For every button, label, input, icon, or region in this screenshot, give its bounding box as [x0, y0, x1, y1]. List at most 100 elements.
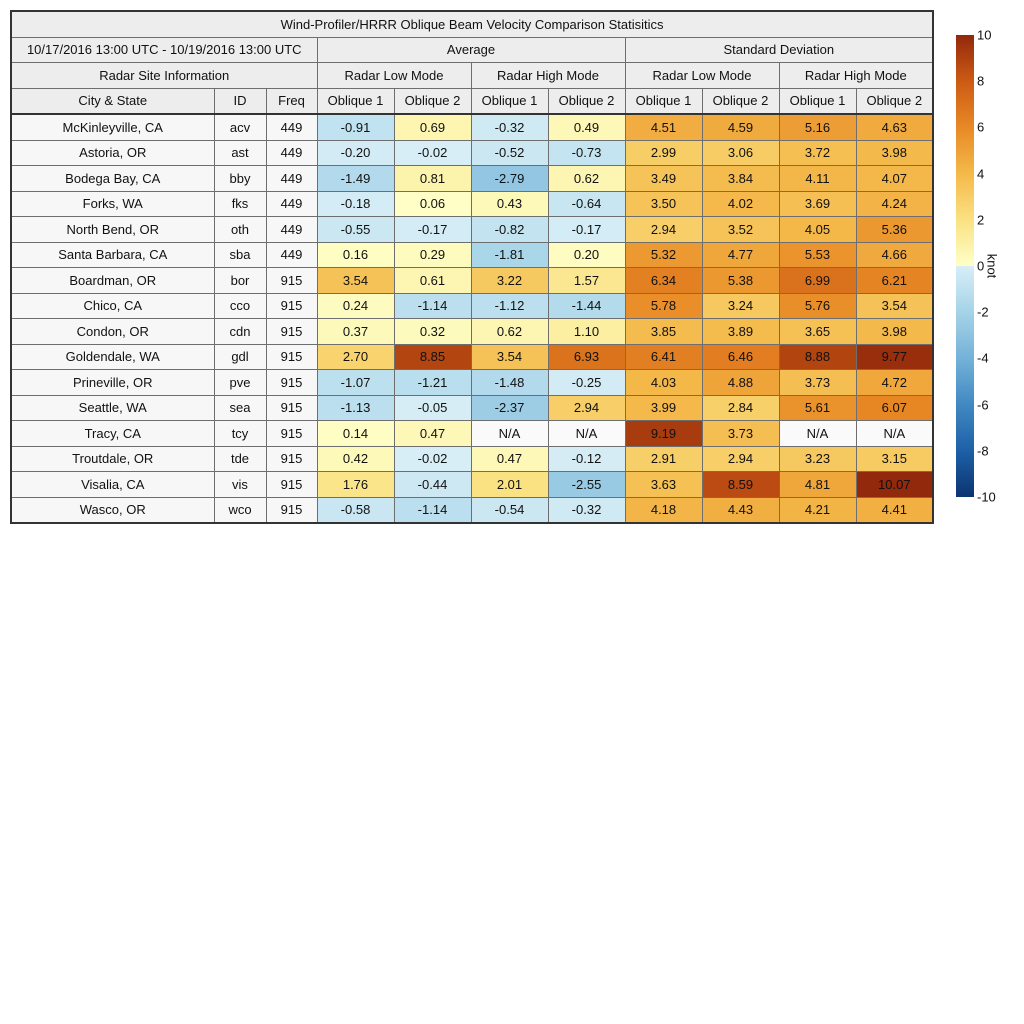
city-cell: Wasco, OR [10, 496, 215, 524]
site-id-cell: bby [213, 165, 267, 192]
value-cell: -0.02 [393, 139, 472, 166]
freq-cell: 449 [265, 241, 318, 268]
city-cell: Troutdale, OR [10, 445, 215, 472]
table-row: Astoria, OR ast 449 -0.20 -0.02 -0.52 -0.73 2.9… [10, 139, 934, 166]
value-cell: 4.07 [855, 165, 934, 192]
value-cell: 1.76 [316, 471, 395, 498]
value-cell: 2.94 [701, 445, 780, 472]
city-cell: Astoria, OR [10, 139, 215, 166]
freq-cell: 915 [265, 420, 318, 447]
value-cell: 0.47 [470, 445, 549, 472]
value-cell: -1.12 [470, 292, 549, 319]
id-header: ID [213, 87, 267, 115]
city-cell: Visalia, CA [10, 471, 215, 498]
value-cell: 2.94 [547, 394, 626, 421]
value-cell: 9.77 [855, 343, 934, 370]
value-cell: 3.73 [778, 369, 857, 396]
city-cell: Santa Barbara, CA [10, 241, 215, 268]
value-cell: 2.91 [624, 445, 703, 472]
value-cell: 4.88 [701, 369, 780, 396]
oblique1-header: Oblique 1 [624, 87, 703, 115]
mode-header-row: Radar Site Information Radar Low Mode Ra… [10, 62, 934, 89]
site-id-cell: tde [213, 445, 267, 472]
value-cell: 0.06 [393, 190, 472, 217]
value-cell: 6.07 [855, 394, 934, 421]
value-cell: 6.21 [855, 267, 934, 294]
site-id-cell: bor [213, 267, 267, 294]
value-cell: 3.63 [624, 471, 703, 498]
value-cell: 4.03 [624, 369, 703, 396]
column-header-row: City & State ID Freq Oblique 1 Oblique 2… [10, 87, 934, 115]
site-id-cell: cco [213, 292, 267, 319]
colorbar-tick-label: 10 [977, 27, 992, 43]
freq-cell: 449 [265, 139, 318, 166]
value-cell: -2.55 [547, 471, 626, 498]
colorbar-tick-label: -10 [977, 489, 996, 505]
value-cell: -1.07 [316, 369, 395, 396]
value-cell: 0.16 [316, 241, 395, 268]
colorbar-tick-label: 0 [977, 258, 985, 274]
value-cell: 3.98 [855, 139, 934, 166]
value-cell: 2.70 [316, 343, 395, 370]
std-high-mode-header: Radar High Mode [778, 62, 934, 89]
value-cell: -0.12 [547, 445, 626, 472]
value-cell: 1.10 [547, 318, 626, 345]
freq-cell: 915 [265, 318, 318, 345]
site-id-cell: tcy [213, 420, 267, 447]
value-cell: -1.48 [470, 369, 549, 396]
value-cell: 0.37 [316, 318, 395, 345]
value-cell: 4.11 [778, 165, 857, 192]
colorbar-tick-label: -8 [977, 443, 989, 459]
value-cell: 4.21 [778, 496, 857, 524]
value-cell: -1.49 [316, 165, 395, 192]
oblique1-header: Oblique 1 [316, 87, 395, 115]
colorbar-tick-label: -6 [977, 397, 989, 413]
value-cell: 8.88 [778, 343, 857, 370]
colorbar-tick-label: -2 [977, 304, 989, 320]
value-cell: N/A [470, 420, 549, 447]
freq-cell: 449 [265, 216, 318, 243]
value-cell: N/A [547, 420, 626, 447]
value-cell: 2.01 [470, 471, 549, 498]
value-cell: 5.61 [778, 394, 857, 421]
value-cell: 0.69 [393, 113, 472, 141]
value-cell: 0.32 [393, 318, 472, 345]
value-cell: 5.38 [701, 267, 780, 294]
value-cell: -0.02 [393, 445, 472, 472]
value-cell: 0.49 [547, 113, 626, 141]
value-cell: 1.57 [547, 267, 626, 294]
value-cell: 3.73 [701, 420, 780, 447]
table-row: Boardman, OR bor 915 3.54 0.61 3.22 1.57 6.34 5.… [10, 267, 934, 294]
value-cell: 4.05 [778, 216, 857, 243]
value-cell: -2.37 [470, 394, 549, 421]
std-low-mode-header: Radar Low Mode [624, 62, 780, 89]
value-cell: -0.20 [316, 139, 395, 166]
freq-cell: 449 [265, 113, 318, 141]
value-cell: 3.98 [855, 318, 934, 345]
colorbar-tick-label: -4 [977, 350, 989, 366]
table-row: Prineville, OR pve 915 -1.07 -1.21 -1.48 -0.25… [10, 369, 934, 396]
table-row: Visalia, CA vis 915 1.76 -0.44 2.01 -2.55 3.63 8… [10, 471, 934, 498]
value-cell: 0.14 [316, 420, 395, 447]
table-row: Santa Barbara, CA sba 449 0.16 0.29 -1.81 0.20… [10, 241, 934, 268]
value-cell: 6.99 [778, 267, 857, 294]
value-cell: 3.15 [855, 445, 934, 472]
value-cell: 8.59 [701, 471, 780, 498]
value-cell: 3.23 [778, 445, 857, 472]
value-cell: N/A [855, 420, 934, 447]
stats-table: Wind-Profiler/HRRR Oblique Beam Velocity… [10, 10, 935, 524]
city-cell: Goldendale, WA [10, 343, 215, 370]
avg-high-mode-header: Radar High Mode [470, 62, 626, 89]
value-cell: 9.19 [624, 420, 703, 447]
value-cell: 2.99 [624, 139, 703, 166]
site-id-cell: cdn [213, 318, 267, 345]
value-cell: N/A [778, 420, 857, 447]
city-cell: North Bend, OR [10, 216, 215, 243]
value-cell: 0.29 [393, 241, 472, 268]
value-cell: 4.43 [701, 496, 780, 524]
value-cell: -0.05 [393, 394, 472, 421]
site-id-cell: sba [213, 241, 267, 268]
value-cell: 3.52 [701, 216, 780, 243]
value-cell: 4.02 [701, 190, 780, 217]
